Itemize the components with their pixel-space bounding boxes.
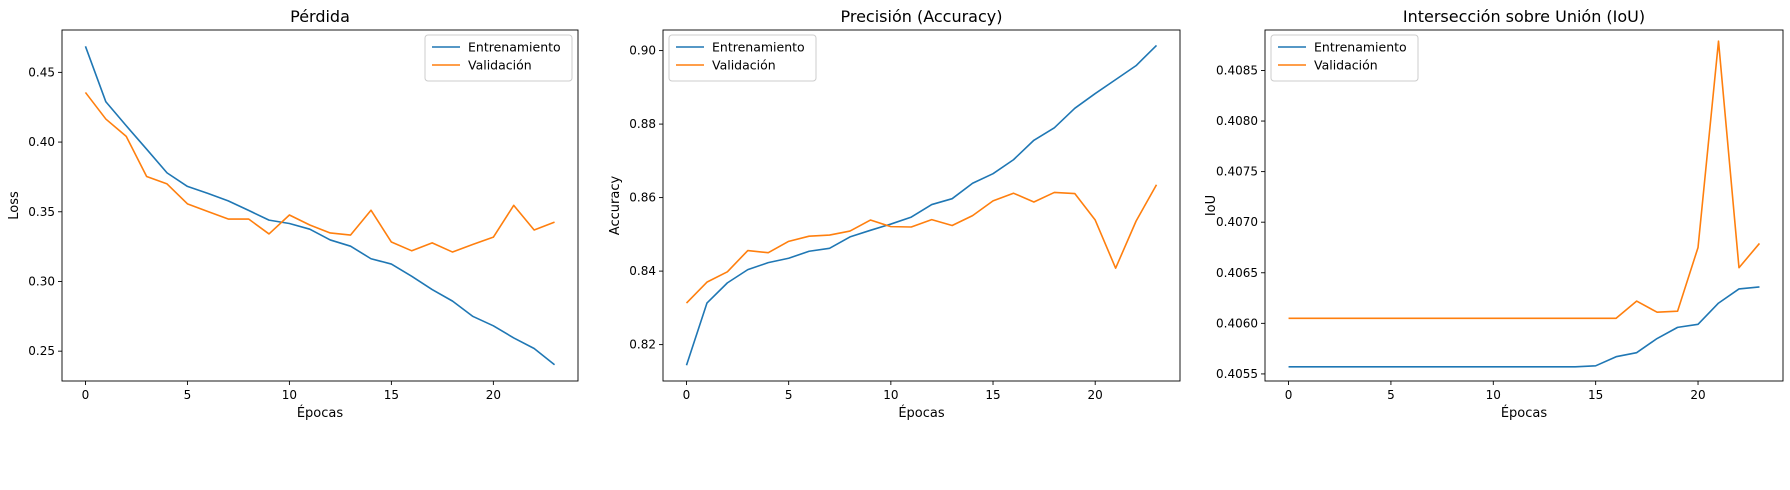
x-tick-label: 5 xyxy=(184,388,192,402)
x-axis-label: Épocas xyxy=(1501,405,1548,421)
legend: Entrenamiento Validación xyxy=(424,34,573,82)
x-axis-label: Épocas xyxy=(898,405,945,421)
chart-title: Precisión (Accuracy) xyxy=(840,7,1002,26)
y-tick-label: 0.25 xyxy=(28,344,55,358)
y-tick-label: 0.86 xyxy=(629,191,656,205)
x-tick-label: 10 xyxy=(883,388,898,402)
y-axis-label: Loss xyxy=(7,191,22,220)
axes-frame xyxy=(1264,29,1784,382)
subplot-2: Precisión (Accuracy) 0 5 10 15 20 0.82 0.84 0.86… xyxy=(608,7,1181,421)
y-axis-label: Accuracy xyxy=(608,176,623,236)
legend-box xyxy=(668,34,817,82)
y-tick-label: 0.4060 xyxy=(1216,316,1258,330)
x-tick-label: 10 xyxy=(1486,388,1501,402)
y-tick-label: 0.4075 xyxy=(1216,165,1258,179)
y-tick-label: 0.35 xyxy=(28,205,55,219)
y-tick-label: 0.30 xyxy=(28,274,55,288)
x-tick-label: 0 xyxy=(683,388,691,402)
x-tick-label: 20 xyxy=(486,388,501,402)
x-tick-label: 20 xyxy=(1690,388,1705,402)
x-tick-label: 10 xyxy=(282,388,297,402)
y-tick-label: 0.4055 xyxy=(1216,367,1258,381)
axes-frame xyxy=(61,29,579,382)
y-tick-label: 0.4070 xyxy=(1216,215,1258,229)
x-tick-label: 5 xyxy=(1387,388,1395,402)
x-tick-label: 15 xyxy=(384,388,399,402)
series-line-train xyxy=(84,46,556,366)
y-tick-label: 0.45 xyxy=(28,65,55,79)
x-tick-label: 0 xyxy=(82,388,90,402)
x-tick-label: 15 xyxy=(985,388,1000,402)
series-line-train xyxy=(1288,286,1760,368)
series-line-val xyxy=(84,91,555,253)
chart-title: Intersección sobre Unión (IoU) xyxy=(1403,7,1645,26)
subplot-3: Intersección sobre Unión (IoU) 0 5 10 15 20 0.… xyxy=(1204,7,1784,421)
x-tick-label: 20 xyxy=(1088,388,1103,402)
x-tick-label: 15 xyxy=(1588,388,1603,402)
series-line-val xyxy=(685,184,1158,304)
legend-label-train: Entrenamiento xyxy=(468,40,561,55)
axes-frame xyxy=(662,29,1181,382)
y-axis-label: IoU xyxy=(1204,195,1219,216)
legend-label-val: Validación xyxy=(1314,58,1378,73)
legend-label-val: Validación xyxy=(468,58,532,73)
y-tick-label: 0.4080 xyxy=(1216,114,1258,128)
y-tick-label: 0.88 xyxy=(629,117,656,131)
legend: Entrenamiento Validación xyxy=(1270,34,1419,82)
legend-box xyxy=(424,34,573,82)
series-line-val xyxy=(1288,40,1761,320)
y-tick-label: 0.90 xyxy=(629,44,656,58)
x-tick-label: 5 xyxy=(785,388,793,402)
chart-title: Pérdida xyxy=(290,7,350,26)
legend-label-train: Entrenamiento xyxy=(712,40,805,55)
legend-box xyxy=(1270,34,1419,82)
series-line-train xyxy=(685,44,1158,366)
y-tick-label: 0.40 xyxy=(28,135,55,149)
legend-label-val: Validación xyxy=(712,58,776,73)
legend: Entrenamiento Validación xyxy=(668,34,817,82)
y-tick-label: 0.82 xyxy=(629,338,656,352)
x-tick-label: 0 xyxy=(1285,388,1293,402)
subplot-1: Pérdida 0 5 10 15 20 0.25 0.30 0.35 0.40 0.45 Época… xyxy=(7,7,579,421)
legend-label-train: Entrenamiento xyxy=(1314,40,1407,55)
y-tick-label: 0.4065 xyxy=(1216,266,1258,280)
y-tick-label: 0.84 xyxy=(629,264,656,278)
x-axis-label: Épocas xyxy=(297,405,344,421)
y-tick-label: 0.4085 xyxy=(1216,63,1258,77)
